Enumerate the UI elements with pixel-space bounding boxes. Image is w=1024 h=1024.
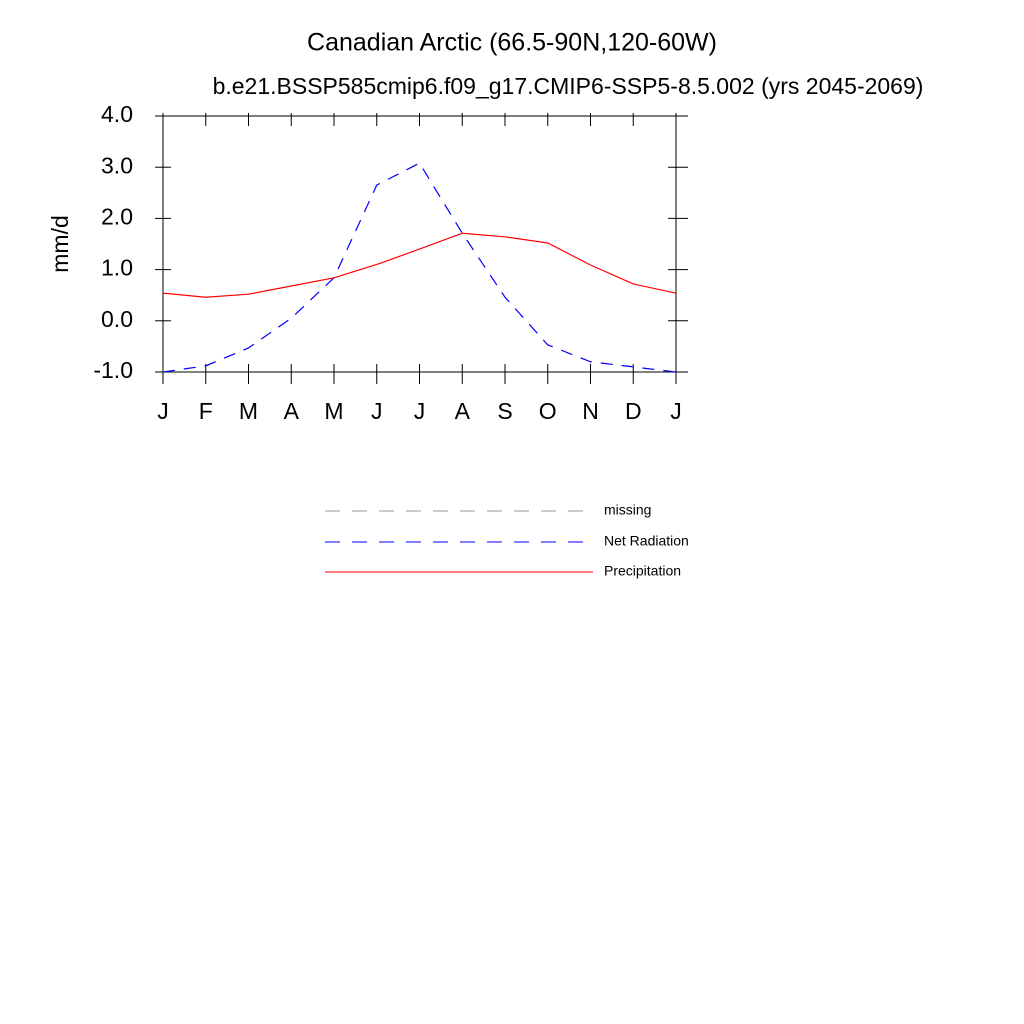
x-tick-label: J	[371, 398, 383, 424]
x-tick-label: M	[324, 398, 343, 424]
y-axis-label: mm/d	[47, 215, 73, 273]
x-tick-label: O	[539, 398, 557, 424]
x-tick-label: F	[199, 398, 213, 424]
x-tick-label: D	[625, 398, 642, 424]
legend-label: Net Radiation	[604, 533, 689, 549]
x-tick-label: S	[497, 398, 512, 424]
x-tick-label: J	[670, 398, 682, 424]
x-tick-label: J	[414, 398, 426, 424]
x-tick-label: M	[239, 398, 258, 424]
y-tick-label: 0.0	[101, 306, 133, 332]
legend-label: missing	[604, 502, 651, 518]
y-tick-label: 1.0	[101, 255, 133, 281]
plot-frame	[162, 115, 677, 373]
x-tick-label: A	[284, 398, 300, 424]
series-line	[162, 232, 677, 298]
x-tick-label: J	[157, 398, 169, 424]
chart-title: Canadian Arctic (66.5-90N,120-60W)	[307, 29, 717, 57]
x-tick-label: A	[455, 398, 471, 424]
y-tick-label: 3.0	[101, 152, 133, 178]
y-tick-label: -1.0	[93, 357, 133, 383]
y-tick-label: 2.0	[101, 203, 133, 229]
chart-subtitle: b.e21.BSSP585cmip6.f09_g17.CMIP6-SSP5-8.…	[213, 73, 924, 99]
x-tick-label: N	[582, 398, 599, 424]
series-line	[162, 162, 677, 373]
y-tick-label: 4.0	[101, 101, 133, 127]
legend-label: Precipitation	[604, 563, 681, 579]
